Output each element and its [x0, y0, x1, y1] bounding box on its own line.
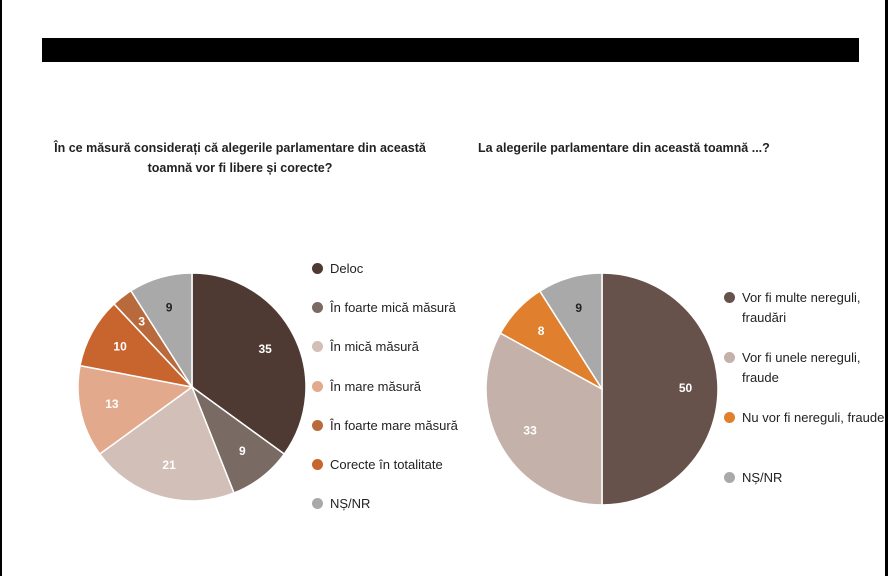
header-bar — [42, 38, 859, 62]
pie-slice-vor-fi-multe-nereguli-fraudari — [601, 272, 719, 506]
pie-slice-deloc — [191, 272, 307, 456]
legend-item-in-foarte-mica-masura: În foarte mică măsură — [312, 298, 458, 337]
legend-label: Vor fi multe nereguli, fraudări — [742, 290, 861, 325]
legend-swatch — [312, 419, 323, 431]
legend-swatch — [312, 263, 323, 274]
legend-item-ns-nr: NȘ/NR — [312, 494, 458, 533]
legend-label: Corecte în totalitate — [330, 456, 443, 472]
legend-item-in-mica-masura: În mică măsură — [312, 337, 458, 376]
legend-swatch — [724, 292, 735, 303]
legend-label: În mică măsură — [330, 339, 419, 355]
legend-item-deloc: Deloc — [312, 259, 458, 298]
left-border — [0, 0, 2, 576]
slice-value-label: 50 — [679, 381, 693, 395]
chart-2-title: La alegerile parlamentare din această to… — [478, 141, 770, 155]
legend-swatch — [312, 341, 323, 353]
slice-value-label: 35 — [258, 342, 272, 356]
legend-swatch — [312, 498, 323, 510]
pie-chart-1: 35 9 21 13 10 3 9 — [77, 272, 307, 502]
legend-label: NȘ/NR — [742, 470, 783, 485]
slice-value-label: 21 — [162, 458, 176, 472]
right-border — [885, 0, 888, 576]
slice-value-label: 10 — [113, 340, 127, 354]
legend-label: În mare măsură — [330, 378, 422, 394]
legend-item-ns-nr: NȘ/NR — [724, 468, 888, 528]
legend-swatch — [312, 302, 323, 314]
slice-value-label: 9 — [239, 444, 246, 458]
legend-item-vor-fi-unele-nereguli-fraude: Vor fi unele nereguli, fraude — [724, 348, 888, 408]
pie-chart-2: 50 33 8 9 — [485, 272, 719, 506]
pie-slice-in-mare-masura — [77, 364, 194, 456]
legend-swatch — [724, 352, 735, 363]
legend-swatch — [724, 412, 735, 423]
slice-value-label: 13 — [105, 397, 119, 411]
legend-item-vor-fi-multe-nereguli-fraudari: Vor fi multe nereguli, fraudări — [724, 288, 888, 348]
slice-value-label: 33 — [523, 424, 537, 438]
slice-value-label: 8 — [538, 324, 545, 338]
legend-item-in-mare-masura: În mare măsură — [312, 377, 458, 416]
legend-label: NȘ/NR — [330, 496, 371, 512]
legend-label: În foarte mică măsură — [330, 300, 456, 316]
chart-1-title: În ce măsură considerați că alegerile pa… — [54, 141, 426, 175]
pie-slice-corecte-in-totalitate — [79, 302, 195, 389]
slice-value-label: 9 — [575, 301, 582, 315]
legend-item-in-foarte-mare-masura: În foarte mare măsură — [312, 416, 458, 455]
chart-1-legend: Deloc În foarte mică măsură În mică măsură… — [312, 259, 458, 533]
pie-slice-vor-fi-unele-nereguli-fraude — [485, 332, 603, 506]
pie-slice-ns-nr — [129, 272, 193, 390]
chart-2-legend: Vor fi multe nereguli, fraudări Vor fi un… — [724, 288, 888, 528]
legend-swatch — [312, 380, 323, 392]
legend-swatch — [724, 472, 735, 483]
legend-label: Nu vor fi nereguli, fraude — [742, 410, 885, 425]
legend-label: Vor fi unele nereguli, fraude — [742, 350, 861, 385]
slice-value-label: 3 — [138, 314, 145, 328]
pie-slice-ns-nr — [538, 272, 603, 392]
legend-label: Deloc — [330, 261, 364, 276]
legend-item-corecte-in-totalitate: Corecte în totalitate — [312, 455, 458, 494]
slice-value-label: 9 — [166, 300, 173, 314]
legend-swatch — [312, 458, 323, 470]
pie-slice-in-mica-masura — [98, 385, 235, 502]
legend-item-nu-vor-fi-nereguli-fraude: Nu vor fi nereguli, fraude — [724, 408, 888, 468]
legend-label: În foarte mare măsură — [330, 417, 458, 433]
